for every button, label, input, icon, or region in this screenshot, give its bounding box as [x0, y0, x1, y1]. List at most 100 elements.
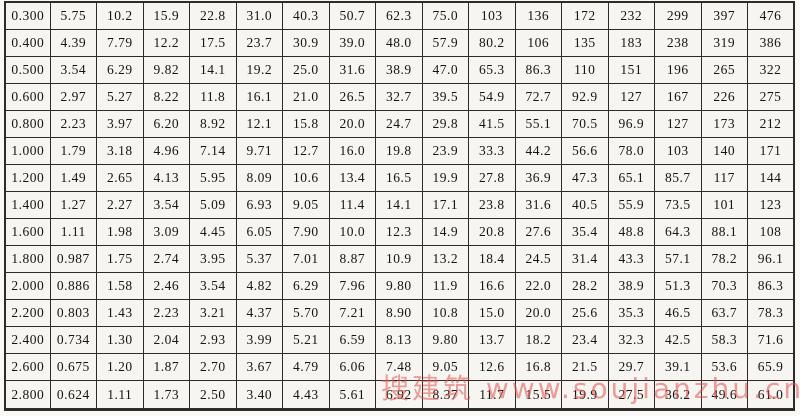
value-cell: 10.2 — [96, 1, 144, 31]
value-cell: 1.11 — [49, 218, 97, 247]
value-cell: 23.9 — [421, 137, 469, 166]
value-cell: 19.9 — [421, 164, 469, 193]
value-cell: 173 — [700, 110, 748, 139]
value-cell: 11.4 — [328, 191, 376, 220]
value-cell: 16.1 — [235, 83, 283, 112]
value-cell: 1.30 — [96, 326, 144, 355]
value-cell: 4.45 — [189, 218, 237, 247]
value-cell: 6.06 — [328, 353, 376, 382]
value-cell: 32.3 — [607, 326, 655, 355]
value-cell: 9.05 — [421, 353, 469, 382]
value-cell: 2.65 — [96, 164, 144, 193]
value-cell: 14.1 — [375, 191, 423, 220]
value-cell: 10.9 — [375, 245, 423, 274]
value-cell: 16.0 — [328, 137, 376, 166]
value-cell: 5.95 — [189, 164, 237, 193]
value-cell: 71.6 — [747, 326, 795, 355]
value-cell: 54.9 — [468, 83, 516, 112]
value-cell: 16.8 — [514, 353, 562, 382]
value-cell: 1.79 — [49, 137, 97, 166]
value-cell: 57.9 — [421, 29, 469, 58]
value-cell: 144 — [747, 164, 795, 193]
value-cell: 6.05 — [235, 218, 283, 247]
value-cell: 0.987 — [49, 245, 97, 274]
value-cell: 78.2 — [700, 245, 748, 274]
value-cell: 7.48 — [375, 353, 423, 382]
table-row: 1.800 0.987 1.75 2.74 3.95 5.37 7.01 8.87 10.9 13… — [4, 245, 795, 274]
value-cell: 151 — [607, 56, 655, 85]
value-cell: 226 — [700, 83, 748, 112]
row-label-cell: 1.400 — [4, 191, 51, 220]
value-cell: 39.1 — [654, 353, 702, 382]
value-cell: 232 — [607, 1, 655, 31]
data-table: 0.300 5.75 10.2 15.9 22.8 31.0 40.3 50.7 62.3 75.… — [4, 1, 795, 411]
value-cell: 57.1 — [654, 245, 702, 274]
row-label-cell: 1.200 — [4, 164, 51, 193]
value-cell: 108 — [747, 218, 795, 247]
value-cell: 22.0 — [514, 272, 562, 301]
value-cell: 127 — [607, 83, 655, 112]
value-cell: 6.92 — [375, 380, 423, 410]
value-cell: 44.2 — [514, 137, 562, 166]
value-cell: 9.80 — [421, 326, 469, 355]
value-cell: 14.9 — [421, 218, 469, 247]
value-cell: 27.8 — [468, 164, 516, 193]
value-cell: 39.0 — [328, 29, 376, 58]
value-cell: 1.43 — [96, 299, 144, 328]
value-cell: 3.95 — [189, 245, 237, 274]
value-cell: 2.74 — [142, 245, 190, 274]
value-cell: 1.49 — [49, 164, 97, 193]
row-label-cell: 1.000 — [4, 137, 51, 166]
value-cell: 2.97 — [49, 83, 97, 112]
value-cell: 36.9 — [514, 164, 562, 193]
value-cell: 238 — [654, 29, 702, 58]
value-cell: 88.1 — [700, 218, 748, 247]
value-cell: 11.8 — [189, 83, 237, 112]
value-cell: 21.5 — [561, 353, 609, 382]
value-cell: 62.3 — [375, 1, 423, 31]
value-cell: 18.2 — [514, 326, 562, 355]
value-cell: 41.5 — [468, 110, 516, 139]
value-cell: 65.3 — [468, 56, 516, 85]
value-cell: 2.93 — [189, 326, 237, 355]
value-cell: 3.21 — [189, 299, 237, 328]
value-cell: 17.1 — [421, 191, 469, 220]
value-cell: 15.8 — [282, 110, 330, 139]
value-cell: 275 — [747, 83, 795, 112]
value-cell: 7.90 — [282, 218, 330, 247]
row-label-cell: 2.400 — [4, 326, 51, 355]
value-cell: 6.29 — [282, 272, 330, 301]
value-cell: 172 — [561, 1, 609, 31]
value-cell: 13.7 — [468, 326, 516, 355]
value-cell: 56.6 — [561, 137, 609, 166]
value-cell: 6.59 — [328, 326, 376, 355]
value-cell: 19.9 — [561, 380, 609, 410]
value-cell: 397 — [700, 1, 748, 31]
value-cell: 196 — [654, 56, 702, 85]
value-cell: 96.1 — [747, 245, 795, 274]
value-cell: 72.7 — [514, 83, 562, 112]
value-cell: 35.4 — [561, 218, 609, 247]
value-cell: 140 — [700, 137, 748, 166]
value-cell: 31.6 — [514, 191, 562, 220]
value-cell: 55.9 — [607, 191, 655, 220]
value-cell: 265 — [700, 56, 748, 85]
value-cell: 3.40 — [235, 380, 283, 410]
value-cell: 4.96 — [142, 137, 190, 166]
value-cell: 127 — [654, 110, 702, 139]
value-cell: 48.0 — [375, 29, 423, 58]
value-cell: 40.5 — [561, 191, 609, 220]
value-cell: 6.29 — [96, 56, 144, 85]
value-cell: 101 — [700, 191, 748, 220]
value-cell: 65.9 — [747, 353, 795, 382]
value-cell: 8.92 — [189, 110, 237, 139]
value-cell: 5.37 — [235, 245, 283, 274]
value-cell: 27.5 — [607, 380, 655, 410]
value-cell: 40.3 — [282, 1, 330, 31]
value-cell: 12.3 — [375, 218, 423, 247]
table-row: 1.000 1.79 3.18 4.96 7.14 9.71 12.7 16.0 19.8 23.… — [4, 137, 795, 166]
value-cell: 29.8 — [421, 110, 469, 139]
row-label-cell: 0.600 — [4, 83, 51, 112]
value-cell: 2.46 — [142, 272, 190, 301]
value-cell: 27.6 — [514, 218, 562, 247]
